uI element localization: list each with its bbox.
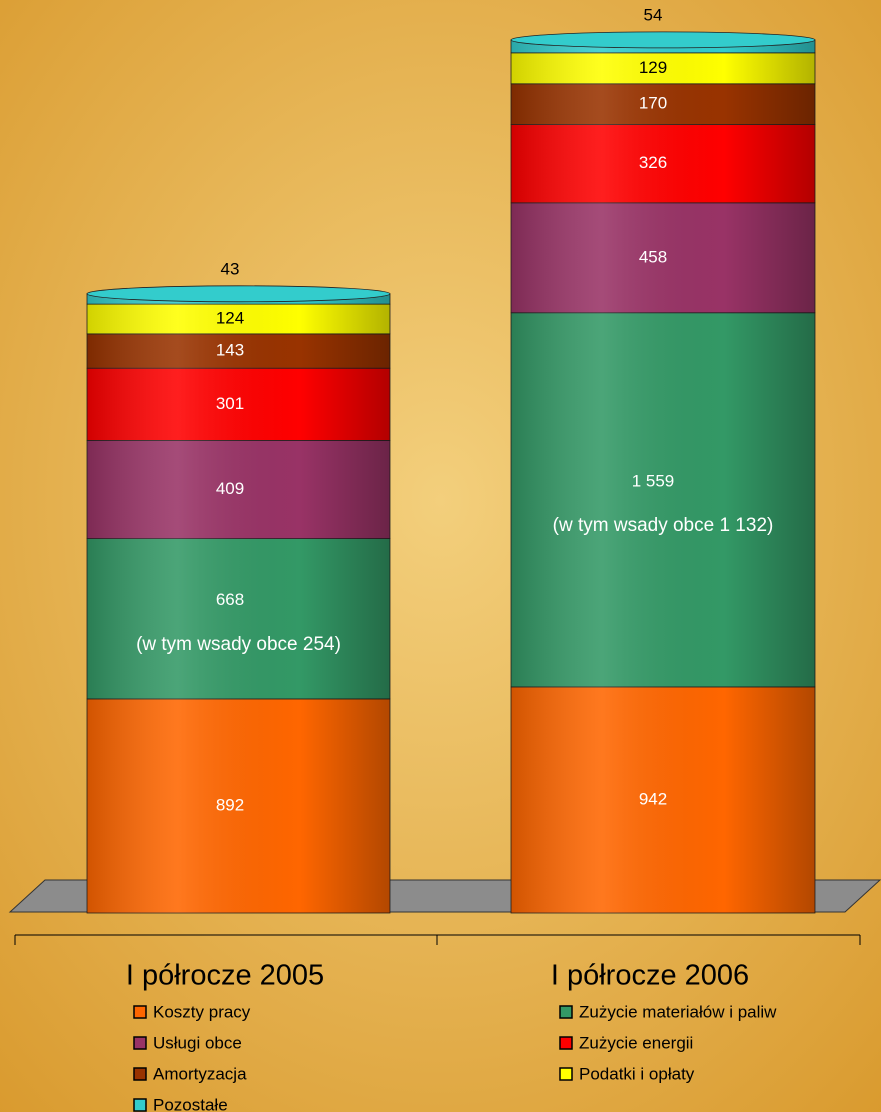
legend-swatch	[133, 1067, 147, 1081]
annotation: (w tym wsady obce 254)	[136, 634, 341, 655]
bar-shading	[511, 39, 815, 913]
annotation: (w tym wsady obce 1 132)	[553, 515, 774, 536]
value-label: 54	[644, 5, 663, 24]
value-label: 170	[639, 94, 667, 113]
legend-swatch	[133, 1098, 147, 1112]
x-tick-label: I półrocze 2006	[551, 960, 749, 992]
legend-swatch	[559, 1067, 573, 1081]
value-label: 124	[216, 308, 244, 327]
legend-swatch	[133, 1036, 147, 1050]
value-label: 1 559	[632, 471, 675, 490]
legend-label: Koszty pracy	[153, 1002, 251, 1021]
value-label: 942	[639, 789, 667, 808]
legend-swatch	[559, 1036, 573, 1050]
legend-swatch	[133, 1005, 147, 1019]
legend-label: Podatki i opłaty	[579, 1064, 695, 1083]
legend-label: Usługi obce	[153, 1033, 242, 1052]
legend-label: Amortyzacja	[153, 1064, 247, 1083]
legend-label: Zużycie materiałów i paliw	[579, 1002, 777, 1021]
bar-shading	[87, 293, 390, 913]
value-label: 143	[216, 341, 244, 360]
value-label: 458	[639, 247, 667, 266]
value-label: 892	[216, 795, 244, 814]
legend-label: Zużycie energii	[579, 1033, 693, 1052]
value-label: 129	[639, 58, 667, 77]
x-tick-label: I półrocze 2005	[126, 960, 324, 992]
value-label: 326	[639, 153, 667, 172]
bar-top	[86, 285, 391, 303]
value-label: 409	[216, 479, 244, 498]
legend-swatch	[559, 1005, 573, 1019]
value-label: 668	[216, 590, 244, 609]
bar-top	[510, 31, 816, 49]
legend-label: Pozostałe	[153, 1095, 228, 1112]
value-label: 301	[216, 394, 244, 413]
value-label: 43	[221, 259, 240, 278]
